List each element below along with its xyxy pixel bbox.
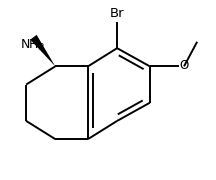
Text: NH$_2$: NH$_2$ (20, 38, 45, 53)
Text: Br: Br (110, 7, 124, 20)
Polygon shape (30, 35, 55, 66)
Text: O: O (179, 60, 189, 73)
